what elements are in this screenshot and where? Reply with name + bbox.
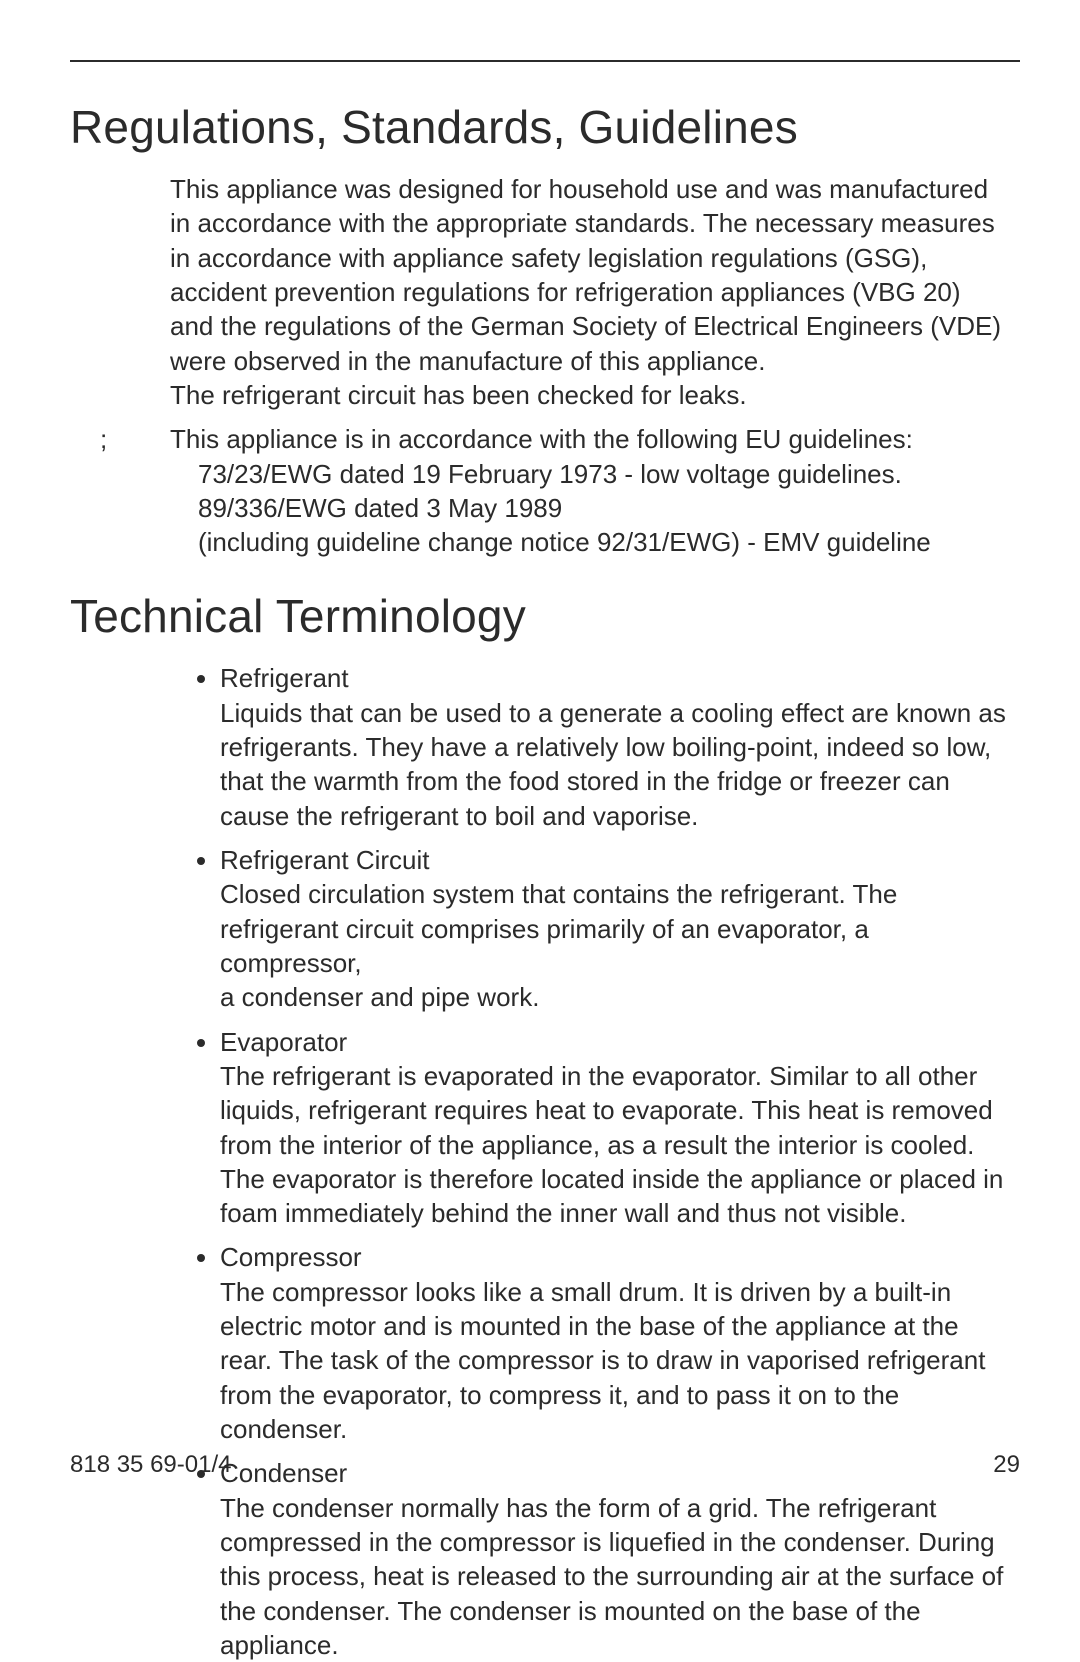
term-line: Closed circulation system that contains …	[220, 879, 897, 909]
term-item-condenser: Condenser The condenser normally has the…	[220, 1456, 1010, 1662]
term-line: the condenser. The condenser is mounted …	[220, 1596, 921, 1660]
term-line: that the warmth from the food stored in …	[220, 766, 950, 796]
term-line: from the evaporator, to compress it, and…	[220, 1380, 899, 1410]
term-line: refrigerants. They have a relatively low…	[220, 732, 991, 762]
para1-line: The refrigerant circuit has been checked…	[170, 380, 747, 410]
term-line: liquids, refrigerant requires heat to ev…	[220, 1095, 993, 1125]
footer-code: 818 35 69-01/4	[70, 1451, 231, 1479]
page-number: 29	[993, 1451, 1020, 1479]
term-line: refrigerant circuit comprises primarily …	[220, 914, 869, 978]
term-title: Refrigerant Circuit	[220, 843, 1010, 877]
term-line: electric motor and is mounted in the bas…	[220, 1311, 959, 1341]
term-item-compressor: Compressor The compressor looks like a s…	[220, 1240, 1010, 1446]
term-item-evaporator: Evaporator The refrigerant is evaporated…	[220, 1025, 1010, 1231]
term-line: from the interior of the appliance, as a…	[220, 1130, 974, 1160]
bullet-marker: ;	[70, 422, 170, 559]
bullet-sub-line: 89/336/EWG dated 3 May 1989	[170, 493, 562, 523]
para1-line: in accordance with appliance safety legi…	[170, 243, 927, 273]
page-footer: 818 35 69-01/4 29	[70, 1451, 1020, 1479]
terminology-list: Refrigerant Liquids that can be used to …	[70, 661, 1020, 1662]
para1-line: accident prevention regulations for refr…	[170, 277, 961, 307]
term-line: a condenser and pipe work.	[220, 982, 539, 1012]
term-line: cause the refrigerant to boil and vapori…	[220, 801, 698, 831]
term-line: compressed in the compressor is liquefie…	[220, 1527, 995, 1557]
term-title: Evaporator	[220, 1025, 1010, 1059]
term-line: rear. The task of the compressor is to d…	[220, 1345, 985, 1375]
para1-line: in accordance with the appropriate stand…	[170, 208, 995, 238]
para1-line: were observed in the manufacture of this…	[170, 346, 765, 376]
page: Regulations, Standards, Guidelines This …	[0, 0, 1080, 1529]
bullet-body: This appliance is in accordance with the…	[170, 422, 1020, 559]
term-line: foam immediately behind the inner wall a…	[220, 1198, 907, 1228]
term-item-circuit: Refrigerant Circuit Closed circulation s…	[220, 843, 1010, 1015]
para1-line: This appliance was designed for househol…	[170, 174, 988, 204]
term-line: The condenser normally has the form of a…	[220, 1493, 936, 1523]
intro-paragraph: This appliance was designed for househol…	[70, 172, 1020, 412]
bullet-sub-line: (including guideline change notice 92/31…	[170, 527, 931, 557]
heading-terminology: Technical Terminology	[70, 589, 1020, 643]
term-title: Compressor	[220, 1240, 1010, 1274]
term-line: The compressor looks like a small drum. …	[220, 1277, 951, 1307]
bullet-item: ; This appliance is in accordance with t…	[70, 422, 1020, 559]
term-line: The evaporator is therefore located insi…	[220, 1164, 1003, 1194]
bullet-sub-line: 73/23/EWG dated 19 February 1973 - low v…	[170, 459, 902, 489]
term-item-refrigerant: Refrigerant Liquids that can be used to …	[220, 661, 1010, 833]
term-line: Liquids that can be used to a generate a…	[220, 698, 1006, 728]
term-line: condenser.	[220, 1414, 347, 1444]
term-line: this process, heat is released to the su…	[220, 1561, 1003, 1591]
bullet-line: This appliance is in accordance with the…	[170, 424, 913, 454]
heading-regulations: Regulations, Standards, Guidelines	[70, 100, 1020, 154]
term-line: The refrigerant is evaporated in the eva…	[220, 1061, 977, 1091]
top-rule	[70, 60, 1020, 62]
para1-line: and the regulations of the German Societ…	[170, 311, 1001, 341]
term-title: Refrigerant	[220, 661, 1010, 695]
